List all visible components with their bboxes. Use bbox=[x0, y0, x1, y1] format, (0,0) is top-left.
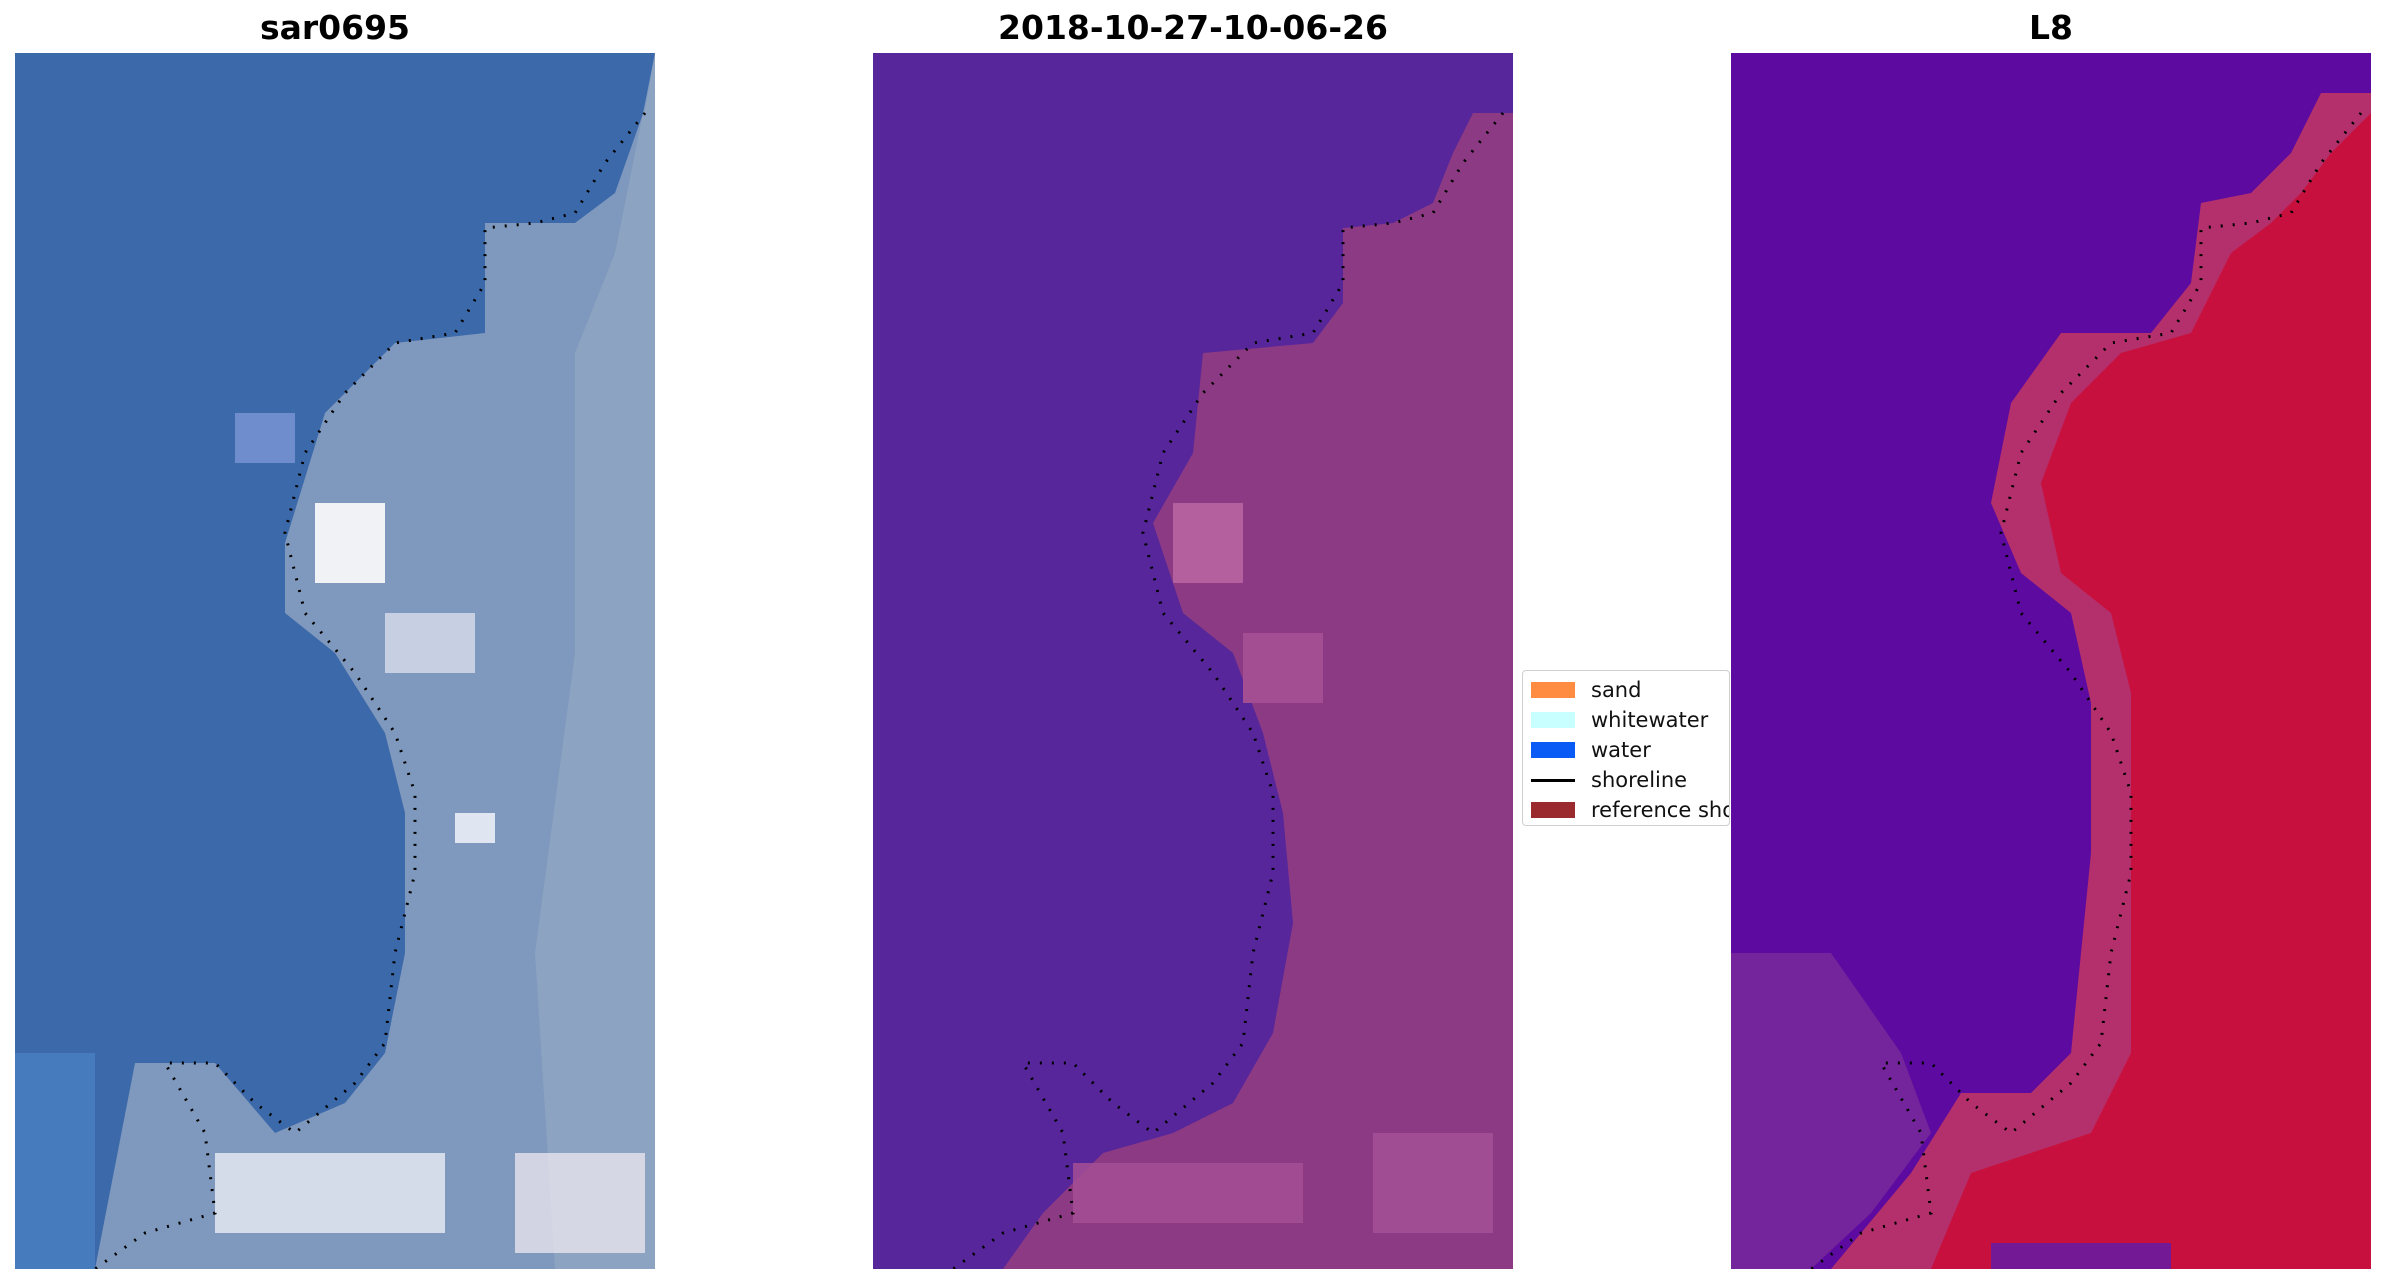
rgb-satellite-image bbox=[15, 53, 655, 1269]
legend-label-shoreline: shoreline bbox=[1591, 768, 1688, 792]
classified-image-panel bbox=[873, 53, 1513, 1269]
legend-swatch-water bbox=[1531, 742, 1575, 758]
panel-title-l8: L8 bbox=[2029, 8, 2073, 47]
panel-title-classified: 2018-10-27-10-06-26 bbox=[998, 8, 1388, 47]
legend-line-shoreline bbox=[1531, 778, 1575, 782]
classified-image bbox=[873, 53, 1513, 1269]
legend-item-reference-shoreline: reference shoreline bbox=[1531, 797, 1729, 823]
legend-label-whitewater: whitewater bbox=[1591, 708, 1709, 732]
rgb-image-panel bbox=[15, 53, 655, 1269]
index-image-panel bbox=[1731, 53, 2371, 1269]
legend-swatch-sand bbox=[1531, 682, 1575, 698]
index-heatmap-image bbox=[1731, 53, 2371, 1269]
legend-swatch-whitewater bbox=[1531, 712, 1575, 728]
panel-title-rgb: sar0695 bbox=[259, 8, 411, 47]
legend-item-whitewater: whitewater bbox=[1531, 707, 1708, 733]
legend-item-water: water bbox=[1531, 737, 1651, 763]
legend-label-sand: sand bbox=[1591, 678, 1642, 702]
legend-item-sand: sand bbox=[1531, 677, 1641, 703]
legend: sand whitewater water shoreline referenc… bbox=[1522, 670, 1730, 826]
legend-label-reference-shoreline: reference shoreline bbox=[1591, 798, 1729, 822]
legend-swatch-reference-shoreline bbox=[1531, 802, 1575, 818]
legend-label-water: water bbox=[1591, 738, 1651, 762]
legend-item-shoreline: shoreline bbox=[1531, 767, 1687, 793]
